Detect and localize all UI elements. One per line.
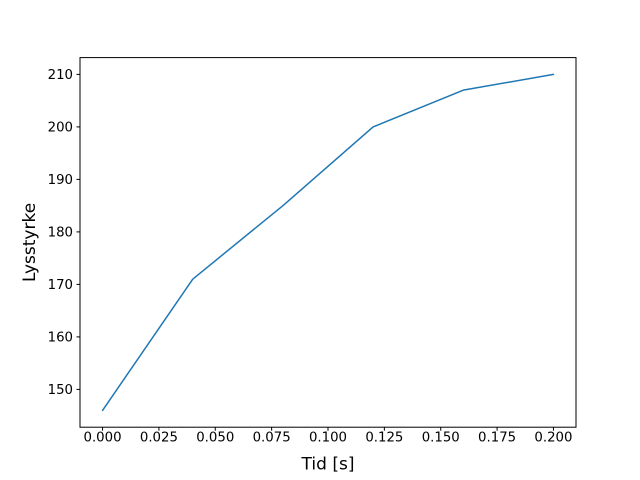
x-tick-label: 0.025 xyxy=(140,430,178,445)
x-axis-label: Tid [s] xyxy=(301,455,355,475)
axes-frame xyxy=(79,57,577,428)
x-axis-ticks: 0.000 0.025 0.050 0.075 0.100 0.125 0.150 0.175… xyxy=(84,427,572,445)
y-tick-label: 160 xyxy=(48,331,73,346)
x-tick-label: 0.000 xyxy=(84,430,122,445)
x-tick-label: 0.150 xyxy=(422,430,460,445)
y-axis-label: Lysstyrke xyxy=(20,203,40,282)
y-tick-label: 170 xyxy=(48,278,73,293)
y-tick-label: 190 xyxy=(48,173,73,188)
x-tick-label: 0.100 xyxy=(309,430,347,445)
plot-area xyxy=(80,57,576,428)
y-tick-label: 210 xyxy=(48,68,73,83)
y-tick-label: 200 xyxy=(48,121,73,136)
data-series xyxy=(101,73,555,412)
series-lysstyrke xyxy=(101,73,555,412)
x-tick-label: 0.175 xyxy=(478,430,516,445)
y-tick-label: 180 xyxy=(48,226,73,241)
x-tick-label: 0.050 xyxy=(196,430,234,445)
x-tick-label: 0.125 xyxy=(365,430,403,445)
x-tick-label: 0.200 xyxy=(534,430,572,445)
x-tick-label: 0.075 xyxy=(253,430,291,445)
y-axis-ticks: 150 160 170 180 190 200 210 xyxy=(48,68,80,398)
y-tick-label: 150 xyxy=(48,383,73,398)
